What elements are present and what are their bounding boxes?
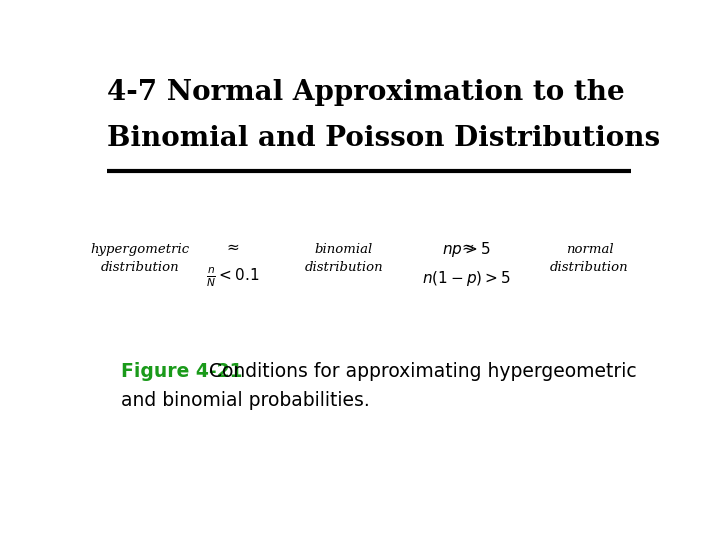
Text: $\approx$: $\approx$ xyxy=(224,240,240,253)
Text: $\frac{n}{N} < 0.1$: $\frac{n}{N} < 0.1$ xyxy=(206,265,259,288)
Text: hypergometric
distribution: hypergometric distribution xyxy=(91,242,190,274)
Text: $np > 5$: $np > 5$ xyxy=(443,240,491,259)
Text: Binomial and Poisson Distributions: Binomial and Poisson Distributions xyxy=(107,125,660,152)
Text: normal
distribution: normal distribution xyxy=(550,242,629,274)
Text: and binomial probabilities.: and binomial probabilities. xyxy=(121,391,369,410)
Text: $n(1-p) > 5$: $n(1-p) > 5$ xyxy=(423,269,511,288)
Text: 4-7 Normal Approximation to the: 4-7 Normal Approximation to the xyxy=(107,79,624,106)
Text: Figure 4-21: Figure 4-21 xyxy=(121,362,242,381)
Text: $\approx$: $\approx$ xyxy=(459,240,474,253)
Text: Conditions for approximating hypergeometric: Conditions for approximating hypergeomet… xyxy=(203,362,637,381)
Text: binomial
distribution: binomial distribution xyxy=(305,242,383,274)
